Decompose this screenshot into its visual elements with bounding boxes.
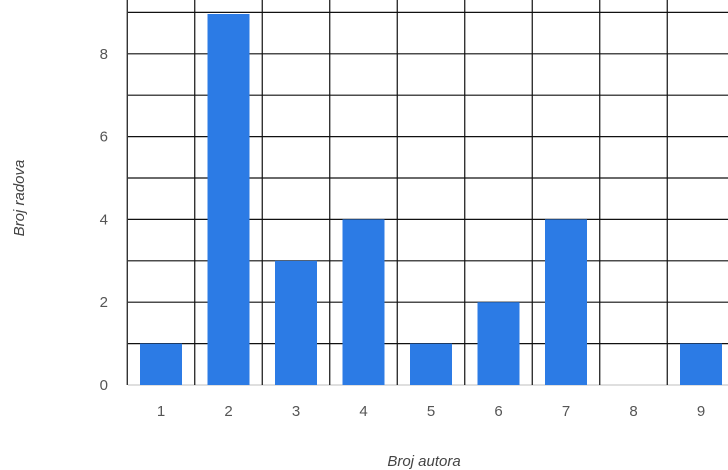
x-tick-label: 6 bbox=[494, 403, 502, 420]
bar-5 bbox=[410, 343, 452, 385]
x-tick-label: 1 bbox=[157, 403, 165, 420]
bar-2 bbox=[207, 14, 250, 385]
x-tick-label: 8 bbox=[629, 403, 637, 420]
y-tick-label: 4 bbox=[100, 211, 108, 228]
bar-7 bbox=[545, 219, 587, 385]
bar-4 bbox=[342, 219, 385, 385]
y-tick-labels: 0 2 4 6 8 bbox=[100, 46, 108, 394]
x-axis-label: Broj autora bbox=[387, 453, 460, 470]
x-tick-label: 9 bbox=[697, 403, 705, 420]
y-tick-label: 8 bbox=[100, 46, 108, 63]
bars bbox=[140, 14, 722, 385]
bar-9 bbox=[680, 343, 722, 385]
y-tick-label: 2 bbox=[100, 294, 108, 311]
y-tick-label: 6 bbox=[100, 129, 108, 146]
y-axis-label: Broj radova bbox=[11, 160, 28, 237]
bar-6 bbox=[477, 302, 520, 385]
x-tick-labels: 1 2 3 4 5 6 7 8 9 bbox=[157, 403, 705, 420]
x-tick-label: 2 bbox=[224, 403, 232, 420]
x-tick-label: 4 bbox=[359, 403, 367, 420]
x-tick-label: 3 bbox=[292, 403, 300, 420]
x-tick-label: 7 bbox=[562, 403, 570, 420]
bar-3 bbox=[275, 260, 317, 385]
y-tick-label: 0 bbox=[100, 377, 108, 394]
x-tick-label: 5 bbox=[427, 403, 435, 420]
bar-1 bbox=[140, 343, 182, 385]
